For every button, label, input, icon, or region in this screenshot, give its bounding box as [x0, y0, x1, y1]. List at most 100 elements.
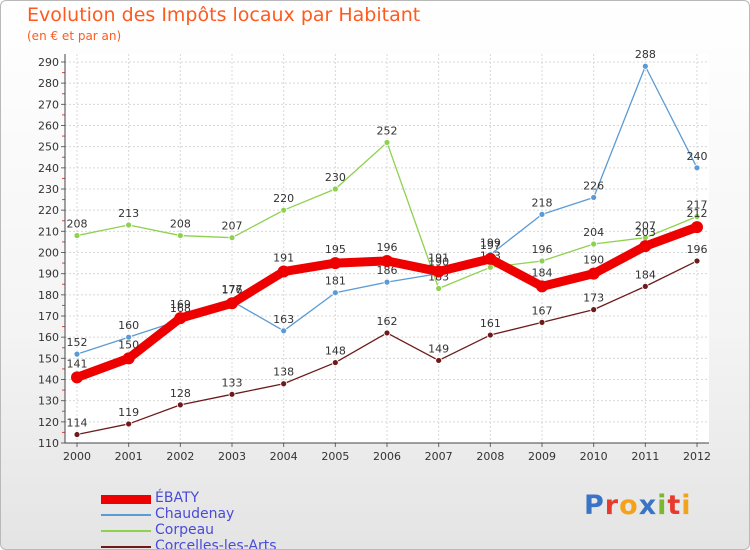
data-point-chaudenay — [383, 278, 391, 286]
y-tick-label: 290 — [38, 56, 59, 69]
data-label-baty: 169 — [170, 298, 191, 311]
data-point-baty — [277, 265, 290, 278]
data-point-corpeau — [435, 285, 443, 292]
data-point-baty — [536, 280, 548, 293]
y-tick-label: 270 — [38, 98, 59, 111]
data-label-corpeau: 207 — [635, 220, 656, 233]
data-label-corcelles-les-arts: 114 — [67, 417, 88, 430]
data-label-baty: 196 — [377, 241, 398, 254]
logo-letter: i — [657, 490, 668, 521]
data-point-corpeau — [590, 240, 598, 248]
data-point-corcelles-les-arts — [693, 257, 701, 265]
data-point-chaudenay — [693, 164, 701, 172]
legend-label-corcelles: Corcelles-les-Arts — [155, 538, 277, 550]
x-tick-label: 2005 — [321, 450, 349, 463]
logo-letter: i — [681, 490, 692, 521]
data-point-baty — [639, 240, 652, 253]
data-point-chaudenay — [538, 210, 546, 218]
x-tick-label: 2007 — [425, 450, 453, 463]
data-point-chaudenay — [280, 327, 288, 335]
data-point-baty — [381, 254, 393, 267]
x-tick-label: 2004 — [270, 450, 298, 463]
data-point-chaudenay — [331, 289, 339, 297]
data-point-baty — [71, 371, 83, 384]
data-label-corcelles-les-arts: 138 — [273, 366, 294, 379]
data-point-baty — [587, 267, 600, 280]
data-point-corcelles-les-arts — [228, 390, 236, 398]
logo-letter: r — [604, 490, 620, 521]
data-label-baty: 212 — [687, 207, 708, 220]
data-point-corpeau — [125, 221, 133, 229]
data-label-chaudenay: 190 — [428, 256, 449, 269]
data-label-corpeau: 204 — [583, 226, 604, 239]
data-point-corpeau — [228, 234, 236, 242]
data-label-corpeau: 207 — [222, 220, 243, 233]
data-point-corcelles-les-arts — [486, 331, 494, 339]
legend-item-corpeau: Corpeau — [101, 522, 361, 539]
data-label-baty: 191 — [273, 252, 294, 265]
data-label-chaudenay: 218 — [532, 196, 553, 209]
data-label-baty: 195 — [325, 243, 346, 256]
data-label-baty: 203 — [635, 226, 656, 239]
chart-title: Evolution des Impôts locaux par Habitant — [27, 4, 421, 26]
data-point-corcelles-les-arts — [590, 306, 598, 314]
data-label-corcelles-les-arts: 128 — [170, 387, 191, 400]
data-label-corpeau: 230 — [325, 171, 346, 184]
y-tick-label: 230 — [38, 183, 59, 196]
data-point-baty — [174, 312, 187, 325]
data-label-baty: 197 — [480, 239, 501, 252]
data-point-corcelles-les-arts — [435, 357, 443, 364]
logo-letter: P — [584, 490, 605, 521]
legend-label-ebaty: ÉBATY — [155, 490, 200, 506]
x-tick-label: 2009 — [528, 450, 556, 463]
data-label-corcelles-les-arts: 196 — [687, 243, 708, 256]
data-point-corcelles-les-arts — [641, 282, 649, 290]
data-label-baty: 191 — [428, 252, 449, 265]
data-point-corpeau — [73, 232, 81, 239]
data-label-corpeau: 196 — [532, 243, 553, 256]
data-point-corcelles-les-arts — [280, 380, 288, 388]
data-label-baty: 176 — [222, 283, 243, 296]
data-label-baty: 184 — [532, 266, 553, 279]
legend-item-ebaty: ÉBATY — [101, 490, 361, 507]
data-label-baty: 190 — [583, 254, 604, 267]
data-point-corcelles-les-arts — [73, 431, 81, 438]
data-point-baty — [226, 297, 238, 310]
data-point-corpeau — [331, 185, 339, 193]
data-label-baty: 141 — [67, 357, 88, 370]
legend-item-chaudenay: Chaudenay — [101, 506, 361, 523]
x-tick-label: 2003 — [218, 450, 246, 463]
data-label-chaudenay: 177 — [222, 283, 243, 296]
y-tick-label: 260 — [38, 120, 59, 133]
data-label-corpeau: 217 — [687, 199, 708, 212]
data-label-corpeau: 208 — [67, 218, 88, 231]
y-tick-label: 140 — [38, 374, 59, 387]
y-tick-label: 130 — [38, 395, 59, 408]
data-point-chaudenay — [641, 62, 649, 70]
data-label-chaudenay: 240 — [687, 150, 708, 163]
data-label-chaudenay: 181 — [325, 275, 346, 288]
data-point-corpeau — [693, 213, 701, 220]
y-tick-label: 280 — [38, 77, 59, 90]
y-tick-label: 150 — [38, 352, 59, 365]
data-point-chaudenay — [590, 194, 598, 201]
legend: ÉBATY Chaudenay Corpeau Corcelles-les-Ar… — [101, 490, 361, 550]
x-tick-label: 2011 — [631, 450, 659, 463]
legend-swatch-chaudenay — [101, 514, 151, 516]
y-tick-label: 220 — [38, 204, 59, 217]
data-label-chaudenay: 163 — [273, 313, 294, 326]
data-point-chaudenay — [73, 350, 81, 358]
data-point-corcelles-les-arts — [331, 359, 339, 366]
y-tick-label: 170 — [38, 310, 59, 323]
logo-letter: x — [638, 490, 658, 521]
legend-label-corpeau: Corpeau — [155, 522, 215, 538]
data-point-corpeau — [538, 257, 546, 265]
data-label-corcelles-les-arts: 173 — [583, 292, 604, 305]
x-tick-label: 2008 — [476, 450, 504, 463]
data-point-baty — [484, 252, 497, 265]
data-label-chaudenay: 186 — [377, 264, 398, 277]
logo-letter: t — [667, 490, 682, 521]
legend-swatch-corpeau — [101, 530, 151, 532]
data-label-chaudenay: 226 — [583, 179, 604, 192]
